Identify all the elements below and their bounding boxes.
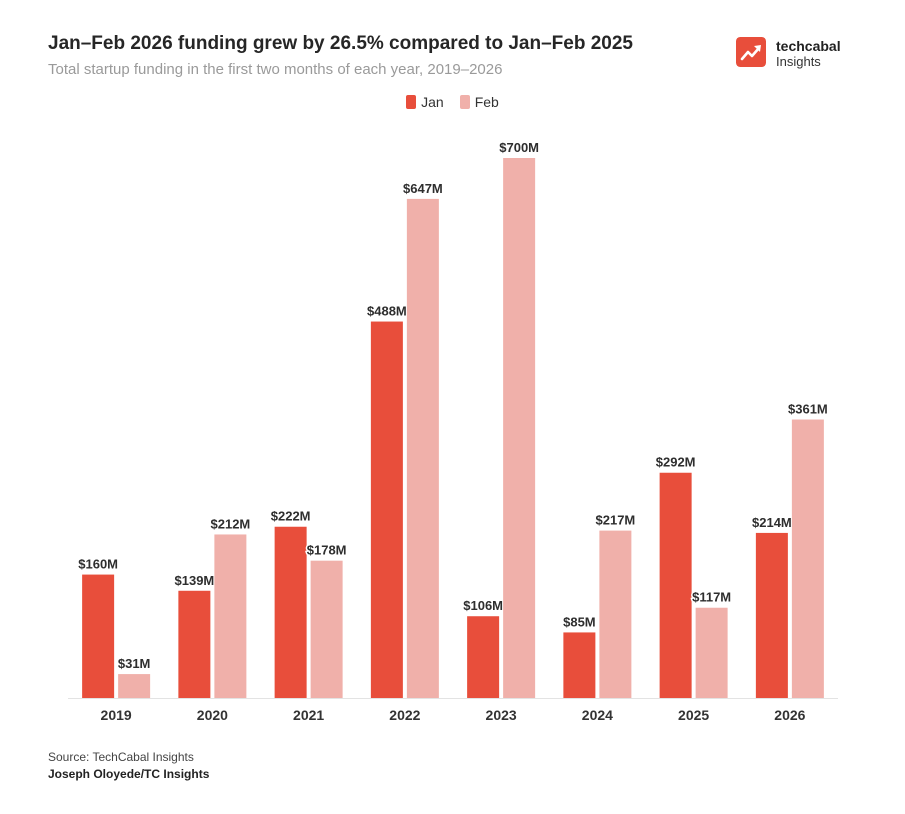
author-credit: Joseph Oloyede/TC Insights <box>48 767 210 781</box>
bar-feb-2026 <box>791 419 824 698</box>
bar-feb-2024 <box>599 530 632 698</box>
legend: Jan Feb <box>0 94 905 110</box>
bar-feb-2025 <box>695 607 728 698</box>
x-tick-label-2026: 2026 <box>774 707 805 723</box>
bar-jan-2025 <box>659 472 692 698</box>
bar-feb-2020 <box>214 534 247 698</box>
bar-jan-2026 <box>755 532 788 698</box>
chart-subtitle: Total startup funding in the first two m… <box>48 61 503 78</box>
data-label-feb-2026: $361M <box>788 402 828 417</box>
data-label-feb-2023: $700M <box>499 140 539 155</box>
bar-feb-2021 <box>310 560 343 698</box>
bar-jan-2021 <box>274 526 307 698</box>
data-label-jan-2024: $85M <box>563 614 596 629</box>
bar-jan-2023 <box>467 616 500 698</box>
brand-name: techcabal <box>776 38 841 54</box>
x-tick-label-2024: 2024 <box>582 707 613 723</box>
trending-up-icon <box>736 37 766 67</box>
data-label-jan-2023: $106M <box>463 598 503 613</box>
brand-sub: Insights <box>776 54 821 69</box>
bar-jan-2022 <box>370 321 403 698</box>
bar-feb-2022 <box>406 198 439 698</box>
x-tick-label-2022: 2022 <box>389 707 420 723</box>
x-tick-label-2025: 2025 <box>678 707 709 723</box>
legend-item-jan: Jan <box>406 94 444 110</box>
bar-jan-2020 <box>178 590 211 698</box>
data-label-feb-2020: $212M <box>211 516 251 531</box>
data-label-feb-2024: $217M <box>596 513 636 528</box>
x-tick-label-2023: 2023 <box>486 707 517 723</box>
source-note: Source: TechCabal Insights <box>48 750 194 764</box>
data-label-jan-2025: $292M <box>656 455 696 470</box>
data-label-feb-2021: $178M <box>307 543 347 558</box>
x-tick-label-2020: 2020 <box>197 707 228 723</box>
legend-label-feb: Feb <box>474 94 499 110</box>
bar-feb-2023 <box>503 158 536 698</box>
data-label-jan-2022: $488M <box>367 304 407 319</box>
x-tick-label-2019: 2019 <box>101 707 132 723</box>
x-tick-label-2021: 2021 <box>293 707 324 723</box>
data-label-feb-2022: $647M <box>403 181 443 196</box>
data-label-jan-2026: $214M <box>752 515 792 530</box>
legend-item-feb: Feb <box>459 94 499 110</box>
data-label-feb-2019: $31M <box>118 656 151 671</box>
bar-jan-2024 <box>563 632 596 698</box>
data-label-feb-2025: $117M <box>692 590 731 605</box>
legend-swatch-feb <box>459 95 470 109</box>
legend-swatch-jan <box>406 95 417 109</box>
data-label-jan-2021: $222M <box>271 509 311 524</box>
data-label-jan-2019: $160M <box>78 557 118 572</box>
bar-feb-2019 <box>118 674 151 698</box>
legend-label-jan: Jan <box>421 94 444 110</box>
bar-jan-2019 <box>82 574 115 698</box>
chart-title: Jan–Feb 2026 funding grew by 26.5% compa… <box>48 33 633 54</box>
data-label-jan-2020: $139M <box>175 573 215 588</box>
